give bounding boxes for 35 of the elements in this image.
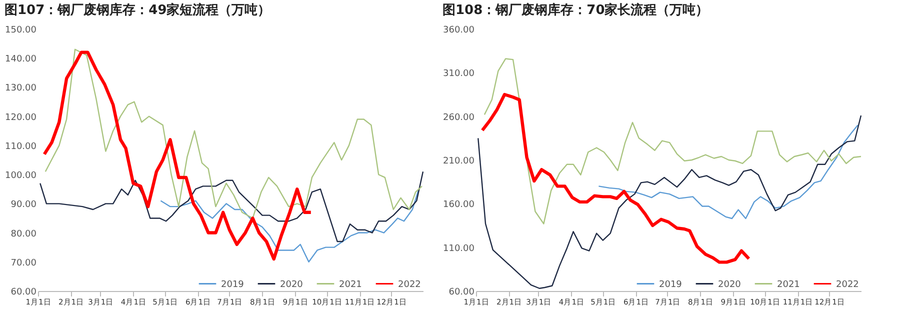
chart-title: 图107：钢厂废钢库存：49家短流程（万吨）	[4, 2, 271, 18]
y-tick-label: 60.00	[448, 288, 475, 298]
line-series	[484, 58, 862, 224]
y-tick-label: 360.00	[443, 26, 475, 36]
y-tick-label: 110.00	[5, 142, 37, 152]
line-series	[478, 114, 862, 289]
line-series	[598, 124, 858, 220]
legend-label: 2019	[221, 280, 244, 290]
y-tick-label: 110.00	[443, 244, 475, 254]
line-series	[42, 50, 312, 261]
legend-label: 2020	[718, 280, 742, 290]
y-tick-label: 130.00	[5, 84, 37, 94]
line-series	[44, 48, 423, 219]
y-tick-label: 210.00	[443, 156, 475, 166]
legend-label: 2020	[280, 280, 304, 290]
line-series	[160, 188, 420, 262]
y-tick-label: 90.00	[10, 200, 37, 210]
y-tick-label: 140.00	[5, 54, 37, 65]
y-tick-label: 80.00	[10, 229, 37, 240]
legend-label: 2022	[398, 280, 421, 290]
y-tick-label: 70.00	[10, 258, 37, 268]
line-series	[40, 171, 424, 242]
y-tick-label: 100.00	[5, 171, 37, 182]
y-tick-label: 260.00	[443, 112, 475, 123]
legend-label: 2021	[777, 280, 800, 290]
y-tick-label: 60.00	[10, 288, 37, 298]
y-tick-label: 160.00	[443, 200, 475, 210]
line-series	[480, 92, 750, 264]
y-tick-label: 150.00	[5, 26, 37, 36]
y-tick-label: 310.00	[443, 69, 475, 80]
legend-label: 2019	[659, 280, 682, 290]
chart-title: 图108：钢厂废钢库存：70家长流程（万吨）	[442, 2, 709, 18]
legend-label: 2022	[836, 280, 859, 290]
legend-label: 2021	[339, 280, 362, 290]
y-tick-label: 120.00	[5, 112, 37, 123]
